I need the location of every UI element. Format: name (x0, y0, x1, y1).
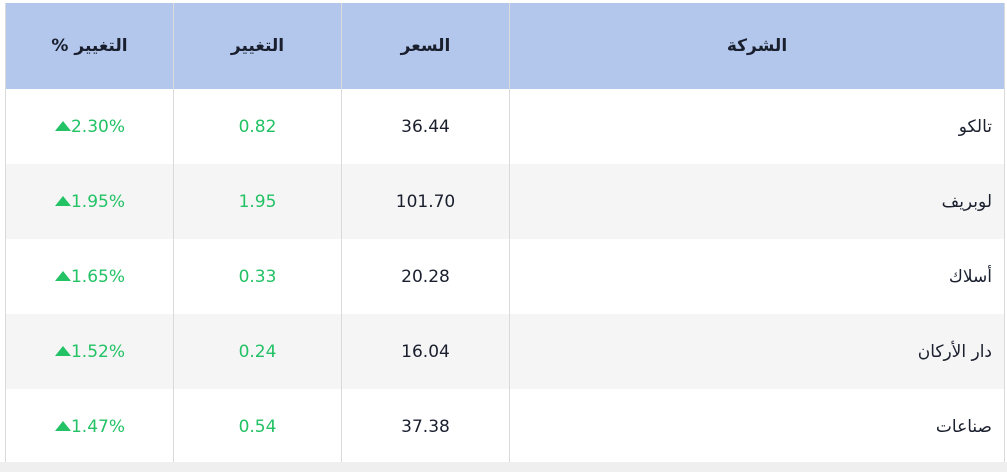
change-pct-cell: 1.47% (5, 389, 174, 464)
table-row[interactable]: أسلاك 20.28 0.33 1.65% (5, 239, 1005, 314)
table-row[interactable]: لوبريف 101.70 1.95 1.95% (5, 164, 1005, 239)
header-price[interactable]: السعر (341, 3, 510, 89)
header-change-pct[interactable]: التغيير % (5, 3, 174, 89)
price-cell: 37.38 (341, 389, 510, 464)
table-row[interactable]: تالكو 36.44 0.82 2.30% (5, 89, 1005, 164)
arrow-up-icon (54, 270, 71, 281)
company-name[interactable]: تالكو (509, 89, 1005, 164)
stocks-table: الشركة السعر التغيير التغيير % تالكو 36.… (5, 3, 1005, 464)
header-company[interactable]: الشركة (509, 3, 1005, 89)
company-name[interactable]: صناعات (509, 389, 1005, 464)
company-name[interactable]: أسلاك (509, 239, 1005, 314)
table-row[interactable]: صناعات 37.38 0.54 1.47% (5, 389, 1005, 464)
arrow-up-icon (54, 120, 71, 131)
company-name[interactable]: دار الأركان (509, 314, 1005, 389)
company-name[interactable]: لوبريف (509, 164, 1005, 239)
change-pct-value: 1.47% (70, 416, 125, 437)
change-pct-value: 1.95% (70, 191, 125, 212)
change-cell: 0.82 (173, 89, 342, 164)
stocks-table-container: الشركة السعر التغيير التغيير % تالكو 36.… (5, 3, 1005, 464)
price-cell: 20.28 (341, 239, 510, 314)
change-pct-cell: 2.30% (5, 89, 174, 164)
price-cell: 36.44 (341, 89, 510, 164)
change-pct-value: 1.65% (70, 266, 125, 287)
change-pct-value: 2.30% (70, 116, 125, 137)
change-pct-cell: 1.95% (5, 164, 174, 239)
table-row[interactable]: دار الأركان 16.04 0.24 1.52% (5, 314, 1005, 389)
arrow-up-icon (54, 345, 71, 356)
bottom-strip (0, 462, 1007, 472)
arrow-up-icon (54, 420, 71, 431)
change-cell: 0.54 (173, 389, 342, 464)
change-cell: 0.33 (173, 239, 342, 314)
price-cell: 16.04 (341, 314, 510, 389)
change-cell: 1.95 (173, 164, 342, 239)
table-header-row: الشركة السعر التغيير التغيير % (5, 3, 1005, 89)
change-cell: 0.24 (173, 314, 342, 389)
header-change[interactable]: التغيير (173, 3, 342, 89)
price-cell: 101.70 (341, 164, 510, 239)
arrow-up-icon (54, 195, 71, 206)
change-pct-value: 1.52% (70, 341, 125, 362)
change-pct-cell: 1.52% (5, 314, 174, 389)
change-pct-cell: 1.65% (5, 239, 174, 314)
